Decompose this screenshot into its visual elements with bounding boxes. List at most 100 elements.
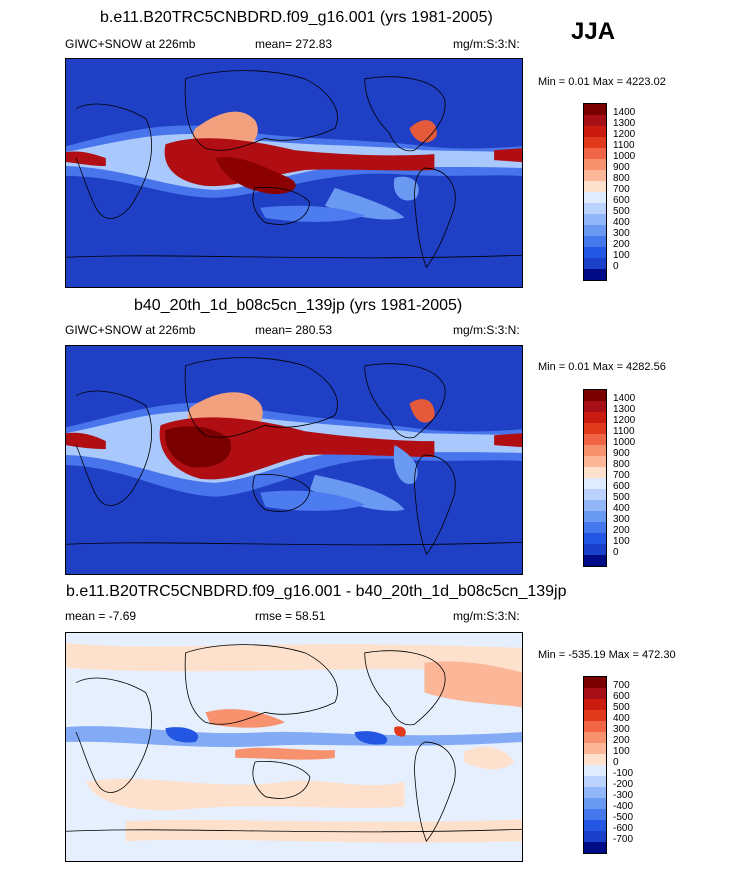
panel-3-mean-label: mean = -7.69 xyxy=(65,609,137,623)
colorbar-swatch xyxy=(584,126,606,137)
colorbar-swatch xyxy=(584,831,606,842)
panel-1-units-label: mg/m:S:3:N: xyxy=(453,37,520,51)
colorbar-swatch xyxy=(584,258,606,269)
colorbar-tick-label: 500 xyxy=(613,206,630,217)
colorbar-swatch xyxy=(584,820,606,831)
panel-3-diff-field xyxy=(66,642,522,843)
colorbar-swatch xyxy=(584,170,606,181)
colorbar-tick-label: 500 xyxy=(613,492,630,503)
panel-1-map-svg xyxy=(66,59,522,287)
colorbar-swatch xyxy=(584,214,606,225)
colorbar-swatch xyxy=(584,115,606,126)
colorbar-tick-label: 1000 xyxy=(613,151,636,162)
colorbar-tick-label: 200 xyxy=(613,525,630,536)
panel-2-minmax: Min = 0.01 Max = 4282.56 xyxy=(538,361,666,373)
colorbar-swatch xyxy=(584,423,606,434)
colorbar-swatch xyxy=(584,456,606,467)
panel-2-cloud-field xyxy=(66,392,522,511)
colorbar-tick-label: 400 xyxy=(613,713,630,724)
colorbar-tick-label: 1200 xyxy=(613,129,636,140)
colorbar-tick-label: -400 xyxy=(613,801,634,812)
colorbar-tick-label: 900 xyxy=(613,448,630,459)
colorbar-swatch xyxy=(584,489,606,500)
colorbar-swatch xyxy=(584,776,606,787)
panel-1-mean-label: mean= 272.83 xyxy=(255,37,333,51)
colorbar-swatch xyxy=(584,401,606,412)
colorbar-tick-label: -500 xyxy=(613,812,634,823)
colorbar-swatch xyxy=(584,236,606,247)
colorbar-tick-label: 0 xyxy=(613,261,619,272)
colorbar-tick-label: 900 xyxy=(613,162,630,173)
colorbar-tick-label: 300 xyxy=(613,514,630,525)
colorbar-tick-label: 800 xyxy=(613,173,630,184)
panel-1-map xyxy=(65,58,523,288)
colorbar-swatch xyxy=(584,555,606,566)
panel-1-colorbar xyxy=(583,103,607,281)
colorbar-swatch xyxy=(584,544,606,555)
colorbar-tick-label: 100 xyxy=(613,536,630,547)
panel-3-map-svg xyxy=(66,633,522,861)
panel-2-variable-label: GIWC+SNOW at 226mb xyxy=(65,323,196,337)
colorbar-tick-label: 400 xyxy=(613,217,630,228)
colorbar-swatch xyxy=(584,137,606,148)
colorbar-swatch xyxy=(584,511,606,522)
panel-1-cloud-field xyxy=(66,111,522,222)
colorbar-tick-label: 1400 xyxy=(613,107,636,118)
colorbar-tick-label: -600 xyxy=(613,823,634,834)
panel-3-colorbar-labels: 700 600 500 400 300 200 100 0 -100 -200 -300 -400 -5… xyxy=(613,676,653,852)
colorbar-tick-label: 600 xyxy=(613,195,630,206)
colorbar-swatch xyxy=(584,732,606,743)
panel-3-title: b.e11.B20TRC5CNBDRD.f09_g16.001 - b40_20… xyxy=(66,583,567,600)
colorbar-tick-label: 500 xyxy=(613,702,630,713)
colorbar-swatch xyxy=(584,269,606,280)
colorbar-tick-label: 0 xyxy=(613,757,619,768)
colorbar-swatch xyxy=(584,390,606,401)
colorbar-tick-label: -300 xyxy=(613,790,634,801)
colorbar-tick-label: 400 xyxy=(613,503,630,514)
colorbar-tick-label: 600 xyxy=(613,691,630,702)
panel-3-rmse-label: rmse = 58.51 xyxy=(255,609,326,623)
panel-3-coastlines xyxy=(66,644,522,842)
colorbar-tick-label: 1100 xyxy=(613,140,635,151)
panel-1-variable-label: GIWC+SNOW at 226mb xyxy=(65,37,196,51)
panel-2-map xyxy=(65,345,523,575)
colorbar-tick-label: 300 xyxy=(613,228,630,239)
colorbar-swatch xyxy=(584,181,606,192)
colorbar-tick-label: 700 xyxy=(613,184,630,195)
season-label: JJA xyxy=(571,18,616,45)
colorbar-tick-label: 200 xyxy=(613,239,630,250)
colorbar-tick-label: 100 xyxy=(613,746,630,757)
panel-3-minmax: Min = -535.19 Max = 472.30 xyxy=(538,649,676,661)
colorbar-swatch xyxy=(584,522,606,533)
colorbar-swatch xyxy=(584,148,606,159)
panel-2-colorbar-labels: 1400 1300 1200 1100 1000 900 800 700 600 500 400 30… xyxy=(613,389,653,565)
colorbar-tick-label: 1300 xyxy=(613,404,636,415)
colorbar-swatch xyxy=(584,721,606,732)
colorbar-tick-label: 1100 xyxy=(613,426,635,437)
colorbar-swatch xyxy=(584,710,606,721)
colorbar-swatch xyxy=(584,434,606,445)
panel-3-map xyxy=(65,632,523,862)
panel-2-units-label: mg/m:S:3:N: xyxy=(453,323,520,337)
panel-2-coastlines xyxy=(66,357,522,555)
panel-2-title: b40_20th_1d_b08c5cn_139jp (yrs 1981-2005… xyxy=(134,297,463,314)
colorbar-tick-label: 200 xyxy=(613,735,630,746)
colorbar-tick-label: 300 xyxy=(613,724,630,735)
colorbar-swatch xyxy=(584,809,606,820)
panel-1-coastlines xyxy=(66,70,522,268)
colorbar-tick-label: 800 xyxy=(613,459,630,470)
colorbar-swatch xyxy=(584,677,606,688)
panel-2-colorbar xyxy=(583,389,607,567)
panel-1-colorbar-labels: 1400 1300 1200 1100 1000 900 800 700 600 500 400 30… xyxy=(613,103,653,279)
colorbar-swatch xyxy=(584,225,606,236)
colorbar-swatch xyxy=(584,798,606,809)
colorbar-swatch xyxy=(584,688,606,699)
colorbar-swatch xyxy=(584,699,606,710)
colorbar-tick-label: 1300 xyxy=(613,118,636,129)
colorbar-swatch xyxy=(584,533,606,544)
colorbar-tick-label: 1200 xyxy=(613,415,636,426)
colorbar-swatch xyxy=(584,787,606,798)
panel-2-map-svg xyxy=(66,346,522,574)
colorbar-swatch xyxy=(584,467,606,478)
panel-2-mean-label: mean= 280.53 xyxy=(255,323,333,337)
